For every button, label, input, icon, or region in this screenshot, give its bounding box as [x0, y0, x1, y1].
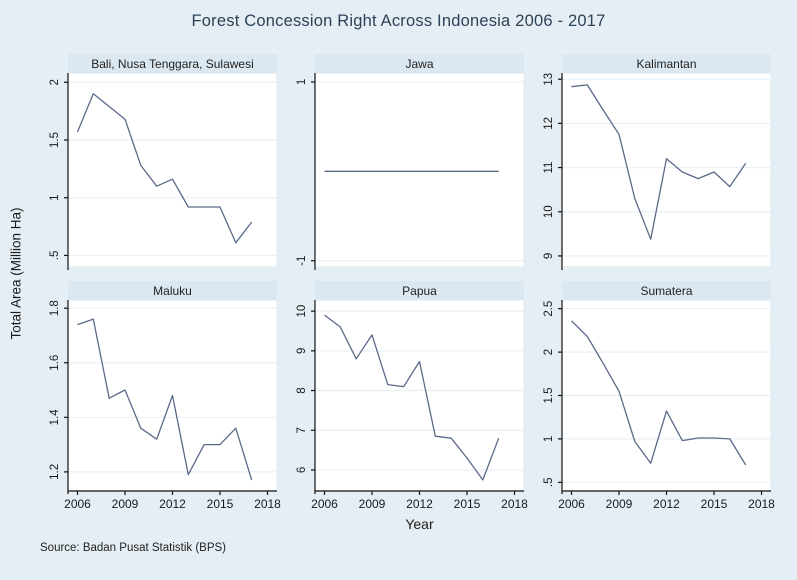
y-tick-label: 10 — [296, 305, 308, 318]
y-tick-label: 1.8 — [49, 300, 61, 316]
x-tick-label: 2015 — [207, 497, 234, 511]
data-line — [76, 93, 253, 244]
y-tick-label: 12 — [543, 117, 555, 130]
y-tick-label: 9 — [543, 253, 555, 259]
plot-area — [314, 300, 525, 492]
x-tick-label: 2009 — [606, 497, 633, 511]
panel-strip-maluku: Maluku — [68, 281, 277, 300]
y-tick-label: .5 — [49, 251, 61, 261]
y-tick-label: 2.5 — [543, 301, 555, 317]
panel-plot-papua: 6 7 8 9 10 2006 2009 2012 2015 2018 — [296, 300, 528, 511]
y-tick-label: 1.4 — [49, 409, 61, 426]
y-tick-label: .5 — [543, 478, 555, 488]
y-tick-label: 1.5 — [49, 132, 61, 148]
x-tick-label: 2018 — [254, 497, 281, 511]
y-axis-label: Total Area (Million Ha) — [8, 207, 24, 340]
plot-area — [67, 73, 278, 268]
y-tick-label: 1 — [543, 436, 555, 442]
y-tick-label: 1 — [296, 79, 308, 85]
panel-plot-jawa: -1 1 — [296, 73, 525, 270]
panel-title: Jawa — [405, 56, 434, 71]
y-tick-label: 1.6 — [49, 355, 61, 371]
data-line — [77, 318, 253, 481]
x-tick-label: 2006 — [558, 497, 585, 511]
x-tick-label: 2009 — [359, 497, 386, 511]
panel-plot-sumatera: .5 1 1.5 2 2.5 2006 2009 2012 2015 2018 — [543, 300, 775, 511]
panel-title: Kalimantan — [636, 56, 697, 71]
y-tick-label: 1.2 — [49, 464, 61, 480]
panel-strip-kalimantan: Kalimantan — [562, 54, 771, 73]
panel-plot-bali-nusa-sulawesi: .5 1 1.5 2 — [49, 73, 278, 270]
data-line — [571, 320, 747, 466]
x-tick-label: 2015 — [701, 497, 728, 511]
panel-plot-maluku: 1.2 1.4 1.6 1.8 2006 2009 2012 2015 2018 — [49, 300, 281, 511]
y-tick-label: 13 — [543, 73, 555, 86]
y-tick-label: 9 — [296, 348, 308, 354]
y-tick-label: -1 — [296, 256, 308, 266]
y-tick-label: 10 — [543, 205, 555, 218]
x-tick-label: 2012 — [653, 497, 680, 511]
x-tick-label: 2018 — [501, 497, 528, 511]
panel-strip-bali-nusa-sulawesi: Bali, Nusa Tenggara, Sulawesi — [68, 54, 277, 73]
y-tick-label: 2 — [49, 79, 61, 85]
x-tick-label: 2018 — [748, 497, 775, 511]
x-axis-label: Year — [405, 516, 434, 532]
data-line — [571, 84, 747, 240]
panel-strip-papua: Papua — [315, 281, 524, 300]
x-tick-label: 2012 — [406, 497, 433, 511]
source-note: Source: Badan Pusat Statistik (BPS) — [40, 542, 227, 554]
y-tick-label: 2 — [543, 349, 555, 355]
plot-area — [314, 73, 525, 268]
page-title: Forest Concession Right Across Indonesia… — [191, 12, 606, 30]
data-line — [324, 314, 500, 481]
y-tick-label: 1 — [49, 195, 61, 201]
panel-plot-kalimantan: 9 10 11 12 13 — [543, 73, 772, 270]
panel-title: Sumatera — [640, 283, 693, 298]
panel-title: Maluku — [153, 283, 192, 298]
y-tick-label: 1.5 — [543, 388, 555, 404]
panel-strip-jawa: Jawa — [315, 54, 524, 73]
x-tick-label: 2009 — [112, 497, 139, 511]
y-tick-label: 7 — [296, 427, 308, 433]
x-tick-label: 2006 — [64, 497, 91, 511]
panel-title: Papua — [402, 283, 437, 298]
x-tick-label: 2015 — [454, 497, 481, 511]
plot-area — [561, 73, 772, 268]
y-tick-label: 11 — [543, 162, 555, 174]
panel-title: Bali, Nusa Tenggara, Sulawesi — [91, 56, 254, 71]
x-tick-label: 2006 — [311, 497, 338, 511]
y-tick-label: 6 — [296, 467, 308, 473]
x-tick-label: 2012 — [159, 497, 186, 511]
y-tick-label: 8 — [296, 387, 308, 393]
panel-strip-sumatera: Sumatera — [562, 281, 771, 300]
